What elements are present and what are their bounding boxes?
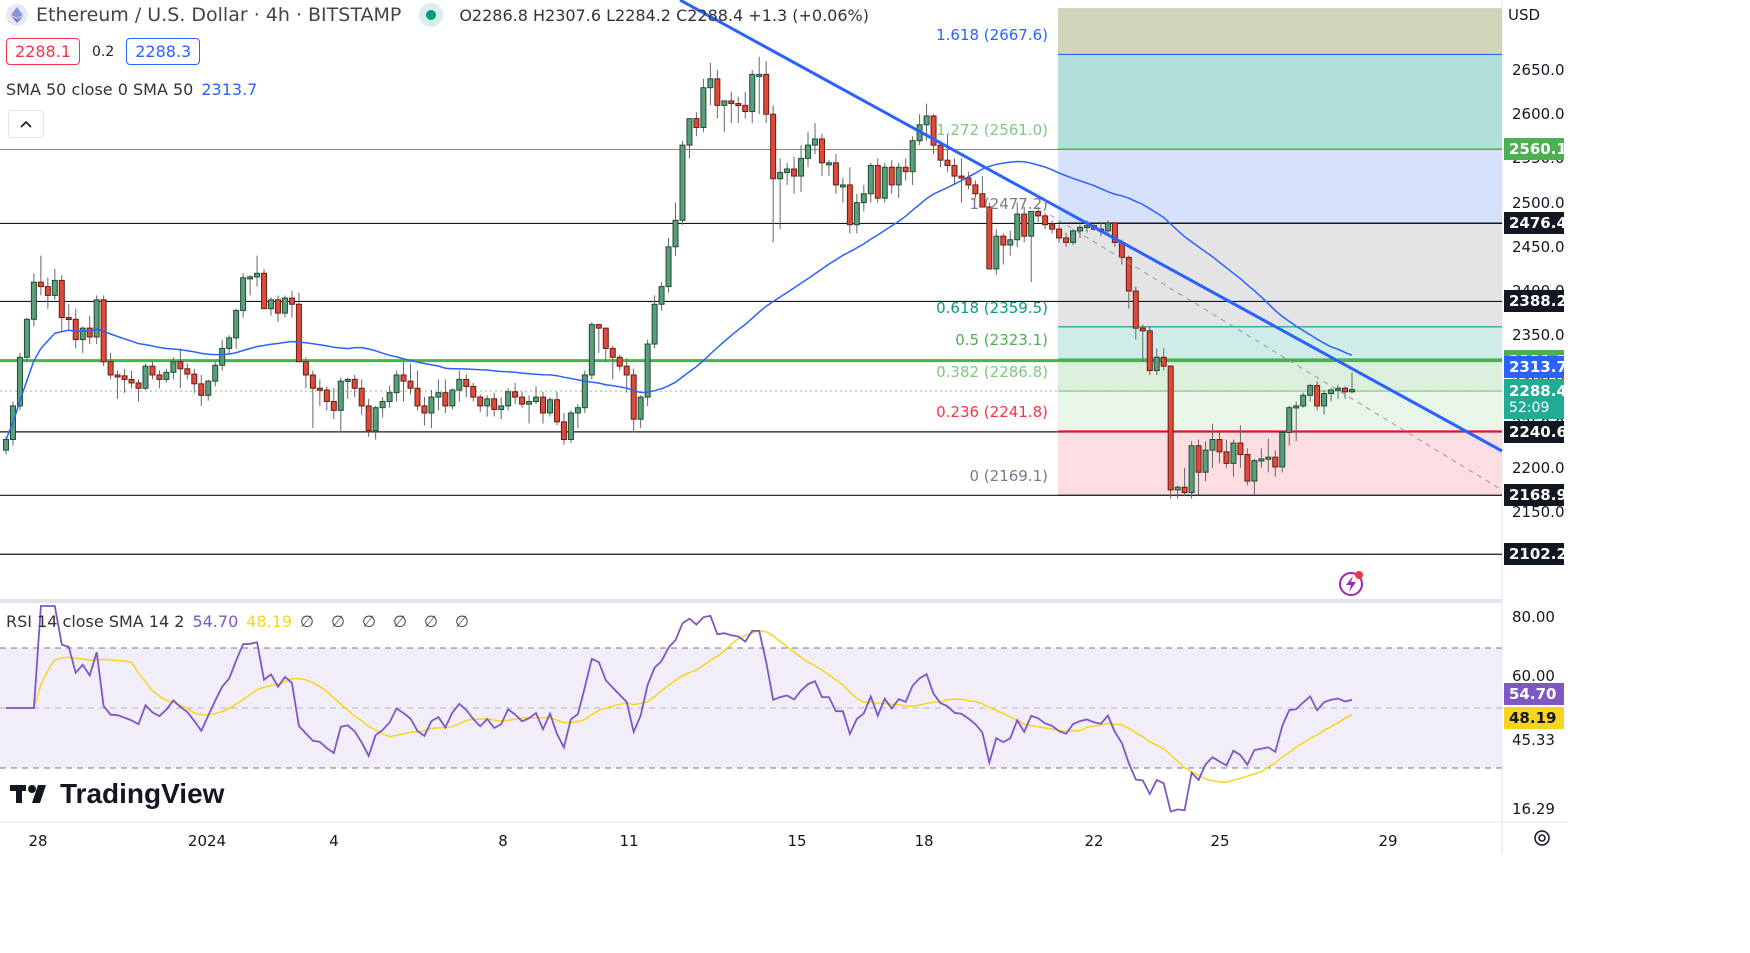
collapse-legend-button[interactable] [8, 110, 44, 138]
fib-level-label: 1.618 (2667.6) [936, 26, 1048, 45]
fib-level-label: 1.272 (2561.0) [936, 120, 1048, 139]
sma50-line [5, 160, 1353, 440]
price-tag: 2102.2 [1504, 543, 1567, 566]
tradingview-logo-icon [10, 785, 46, 803]
rsi-tick: 45.33 [1512, 731, 1555, 749]
rsi-tick: 16.29 [1512, 800, 1555, 818]
price-tick: 2350.0 [1512, 326, 1565, 345]
spread-value: 0.2 [91, 43, 115, 60]
price-tick: 2650.0 [1512, 61, 1565, 79]
rsi-tick: 60.00 [1512, 667, 1555, 685]
fib-level-label: 1 (2477.2) [969, 194, 1048, 213]
fib-level-label: 0.618 (2359.5) [936, 298, 1048, 317]
time-tick: 4 [329, 832, 339, 850]
currency-selector[interactable]: USD [1508, 6, 1541, 24]
sell-button[interactable]: 2288.1 [6, 38, 80, 65]
rsi-legend[interactable]: RSI 14 close SMA 14 2 54.70 48.19 ∅ ∅ ∅ … [6, 612, 475, 631]
time-tick: 28 [28, 832, 48, 850]
rsi-tick: 80.00 [1512, 608, 1555, 626]
time-tick: 11 [619, 832, 639, 850]
price-tag: 2313.7 [1504, 356, 1567, 379]
fib-retracement[interactable] [0, 8, 1502, 496]
fib-level-label: 0.5 (2323.1) [955, 330, 1048, 349]
candlestick-series [3, 56, 1355, 499]
time-tick: 2024 [187, 832, 227, 850]
ohlc-values: O2286.8 H2307.6 L2284.2 C2288.4 +1.3 (+0… [459, 5, 869, 25]
rsi-na-values: ∅ ∅ ∅ ∅ ∅ ∅ [300, 612, 476, 631]
symbol-title: Ethereum / U.S. Dollar · 4h · BITSTAMP [36, 4, 402, 26]
settings-gear-icon[interactable] [1532, 828, 1552, 848]
price-tag: 2388.2 [1504, 290, 1567, 313]
price-tick: 2600.0 [1512, 105, 1565, 124]
horizontal-levels[interactable] [0, 148, 1502, 555]
rsi-pane[interactable] [0, 605, 1502, 813]
rsi-value: 54.70 [192, 612, 239, 631]
fib-level-label: 0.382 (2286.8) [936, 363, 1048, 382]
fib-level-label: 0 (2169.1) [969, 467, 1048, 486]
buy-button[interactable]: 2288.3 [126, 38, 201, 65]
bid-ask: 2288.1 0.2 2288.3 [6, 38, 201, 65]
sma-legend[interactable]: SMA 50 close 0 SMA 50 2313.7 [6, 80, 257, 99]
price-tick: 2500.0 [1512, 193, 1565, 212]
price-tag: 2240.6 [1504, 420, 1567, 443]
chart-canvas[interactable] [0, 0, 1568, 854]
price-tick: 2200.0 [1512, 458, 1565, 477]
sma-value: 2313.7 [201, 80, 258, 99]
price-tag: 2476.4 [1504, 212, 1567, 235]
time-tick: 18 [914, 832, 934, 850]
fib-level-label: 0.236 (2241.8) [936, 402, 1048, 421]
pane-divider[interactable] [0, 599, 1502, 603]
tradingview-logo[interactable]: TradingView [10, 778, 224, 810]
price-tick: 2450.0 [1512, 237, 1565, 256]
sma-label: SMA 50 close 0 SMA 50 [6, 80, 194, 99]
ethereum-icon [6, 4, 28, 26]
trendline[interactable] [679, 0, 1503, 491]
rsi-label: RSI 14 close SMA 14 2 [6, 612, 185, 631]
time-tick: 29 [1378, 832, 1398, 850]
price-tag: 2560.1 [1504, 138, 1567, 161]
rsi-sma-value: 48.19 [246, 612, 293, 631]
rsi-tag: 48.19 [1504, 707, 1564, 729]
price-tag: 2288.4 52:09 [1504, 378, 1567, 419]
symbol-legend[interactable]: Ethereum / U.S. Dollar · 4h · BITSTAMP O… [6, 3, 869, 27]
time-tick: 25 [1210, 832, 1230, 850]
price-tick: 2150.0 [1512, 503, 1565, 521]
rsi-tag: 54.70 [1504, 683, 1564, 705]
time-tick: 22 [1084, 832, 1104, 850]
price-tag: 2168.9 [1504, 484, 1567, 507]
lightning-alert-icon[interactable] [1337, 568, 1367, 598]
market-status-icon[interactable] [419, 3, 444, 27]
chevron-up-icon [20, 120, 32, 128]
time-tick: 8 [498, 832, 508, 850]
time-tick: 15 [787, 832, 807, 850]
